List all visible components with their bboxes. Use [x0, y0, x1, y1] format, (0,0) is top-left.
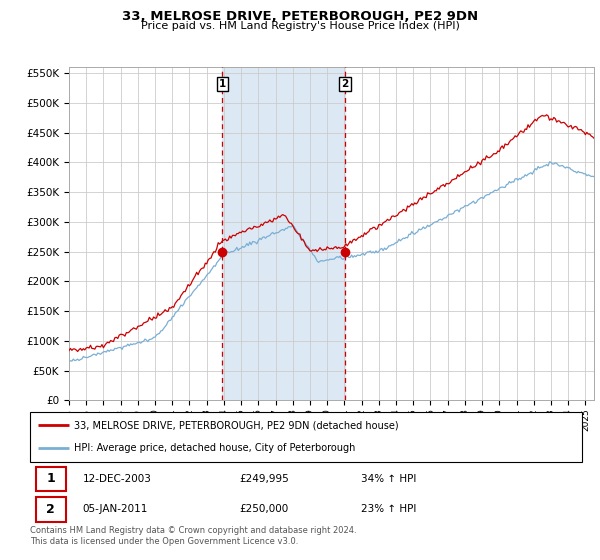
Text: 05-JAN-2011: 05-JAN-2011	[82, 505, 148, 515]
Text: 1: 1	[46, 473, 55, 486]
Text: 33, MELROSE DRIVE, PETERBOROUGH, PE2 9DN (detached house): 33, MELROSE DRIVE, PETERBOROUGH, PE2 9DN…	[74, 420, 399, 430]
Text: £250,000: £250,000	[240, 505, 289, 515]
Text: £249,995: £249,995	[240, 474, 290, 484]
Text: 2: 2	[341, 79, 349, 89]
Bar	[35, 497, 66, 522]
Text: Contains HM Land Registry data © Crown copyright and database right 2024.
This d: Contains HM Land Registry data © Crown c…	[30, 526, 356, 546]
Text: 33, MELROSE DRIVE, PETERBOROUGH, PE2 9DN: 33, MELROSE DRIVE, PETERBOROUGH, PE2 9DN	[122, 10, 478, 23]
Bar	[223, 67, 345, 400]
Text: 23% ↑ HPI: 23% ↑ HPI	[361, 505, 416, 515]
Text: HPI: Average price, detached house, City of Peterborough: HPI: Average price, detached house, City…	[74, 444, 356, 454]
Text: Price paid vs. HM Land Registry's House Price Index (HPI): Price paid vs. HM Land Registry's House …	[140, 21, 460, 31]
Bar	[35, 466, 66, 491]
Text: 12-DEC-2003: 12-DEC-2003	[82, 474, 151, 484]
Text: 34% ↑ HPI: 34% ↑ HPI	[361, 474, 416, 484]
Text: 2: 2	[46, 503, 55, 516]
Text: 1: 1	[219, 79, 226, 89]
